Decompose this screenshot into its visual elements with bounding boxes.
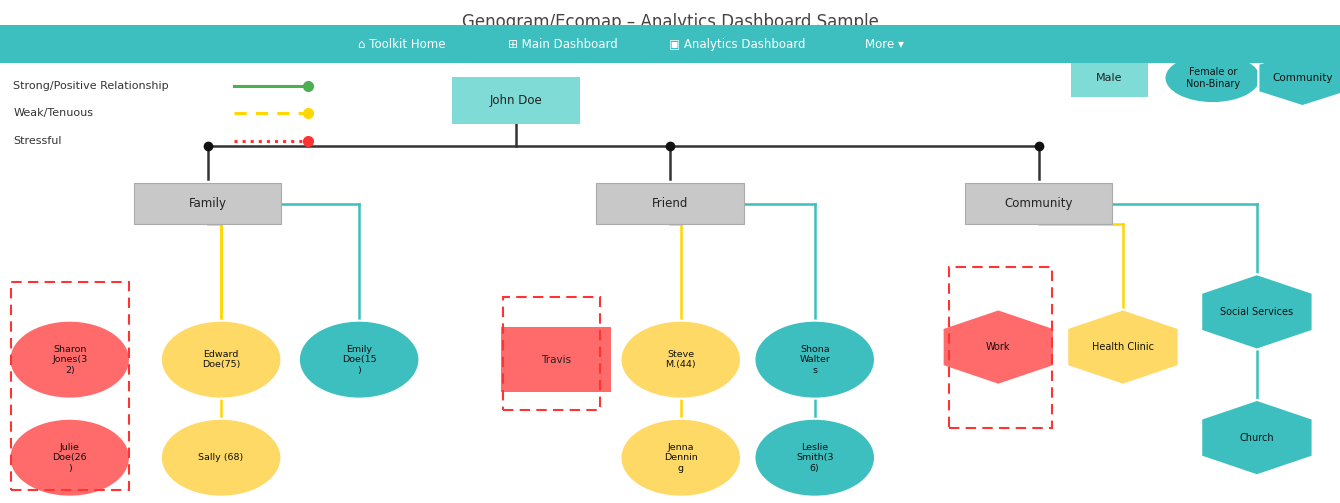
Text: Leslie
Smith(3
6): Leslie Smith(3 6)	[796, 443, 833, 473]
Text: Edward
Doe(75): Edward Doe(75)	[202, 350, 240, 369]
Ellipse shape	[754, 418, 875, 497]
Text: Sally (68): Sally (68)	[198, 453, 244, 462]
Text: Stressful: Stressful	[13, 136, 62, 146]
Ellipse shape	[620, 321, 741, 398]
Text: Genogram/Ecomap – Analytics Dashboard Sample: Genogram/Ecomap – Analytics Dashboard Sa…	[461, 13, 879, 31]
Ellipse shape	[161, 321, 281, 398]
Polygon shape	[1201, 400, 1313, 475]
Text: Sharon
Jones(3
2): Sharon Jones(3 2)	[52, 345, 87, 375]
Text: Emily
Doe(15
): Emily Doe(15 )	[342, 345, 377, 375]
Text: Male: Male	[1096, 73, 1123, 83]
Text: Shona
Walter
s: Shona Walter s	[799, 345, 831, 375]
Ellipse shape	[754, 321, 875, 398]
Text: Work: Work	[986, 342, 1010, 352]
Text: More ▾: More ▾	[864, 38, 905, 51]
FancyBboxPatch shape	[965, 183, 1112, 224]
Polygon shape	[942, 309, 1055, 385]
FancyBboxPatch shape	[0, 25, 1340, 63]
Text: Family: Family	[189, 197, 226, 210]
Text: ⊞ Main Dashboard: ⊞ Main Dashboard	[508, 38, 618, 51]
Text: Community: Community	[1004, 197, 1073, 210]
Ellipse shape	[161, 418, 281, 497]
FancyBboxPatch shape	[134, 183, 281, 224]
Ellipse shape	[9, 321, 130, 398]
FancyBboxPatch shape	[596, 183, 744, 224]
Text: Church: Church	[1240, 433, 1274, 443]
FancyBboxPatch shape	[453, 77, 579, 124]
Text: Travis: Travis	[541, 355, 571, 365]
Ellipse shape	[299, 321, 419, 398]
Polygon shape	[1067, 309, 1179, 385]
Text: Female or
Non-Binary: Female or Non-Binary	[1186, 67, 1240, 89]
Polygon shape	[1258, 50, 1340, 106]
Text: Julie
Doe(26
): Julie Doe(26 )	[52, 443, 87, 473]
Text: ▣ Analytics Dashboard: ▣ Analytics Dashboard	[669, 38, 805, 51]
Ellipse shape	[9, 418, 130, 497]
Polygon shape	[1201, 274, 1313, 350]
Text: Steve
M.(44): Steve M.(44)	[666, 350, 695, 369]
Text: Community: Community	[1272, 73, 1333, 83]
Ellipse shape	[1164, 53, 1261, 103]
Text: Friend: Friend	[651, 197, 689, 210]
FancyBboxPatch shape	[501, 327, 611, 392]
Text: Jenna
Dennin
g: Jenna Dennin g	[663, 443, 698, 473]
Text: ⌂ Toolkit Home: ⌂ Toolkit Home	[358, 38, 446, 51]
Text: Health Clinic: Health Clinic	[1092, 342, 1154, 352]
Text: Weak/Tenuous: Weak/Tenuous	[13, 108, 94, 118]
Text: Social Services: Social Services	[1221, 307, 1293, 317]
FancyBboxPatch shape	[1071, 59, 1148, 97]
Text: John Doe: John Doe	[489, 94, 543, 107]
Ellipse shape	[620, 418, 741, 497]
Text: Strong/Positive Relationship: Strong/Positive Relationship	[13, 80, 169, 91]
